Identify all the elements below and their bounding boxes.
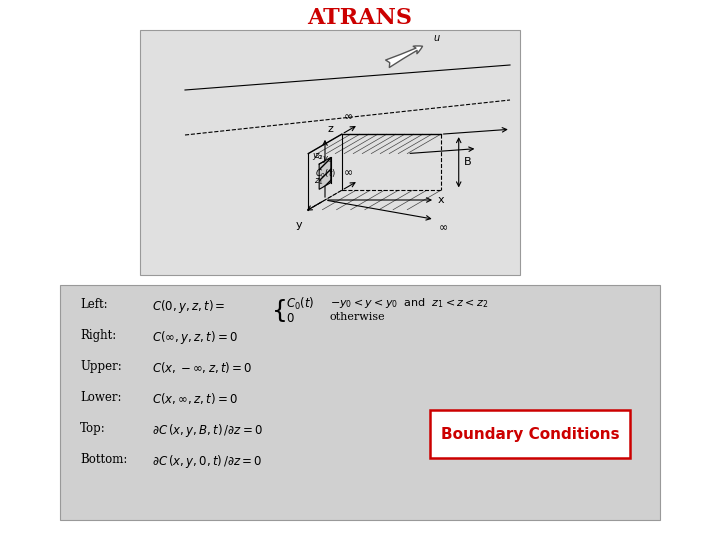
Bar — [140, 30, 520, 275]
Text: y: y — [296, 220, 302, 230]
Text: {: { — [272, 299, 288, 323]
Text: $\infty$: $\infty$ — [343, 167, 354, 178]
Bar — [60, 285, 660, 520]
Text: $z_1$: $z_1$ — [315, 177, 324, 187]
Text: $C(x, -\infty, z, t) = 0$: $C(x, -\infty, z, t) = 0$ — [152, 360, 253, 375]
Text: Top:: Top: — [80, 422, 106, 435]
Text: $\infty$: $\infty$ — [438, 222, 448, 232]
Text: $y_0$: $y_0$ — [322, 154, 333, 165]
Text: $C(x, \infty, z, t) = 0$: $C(x, \infty, z, t) = 0$ — [152, 391, 238, 406]
Text: $C(0, y, z, t) =$: $C(0, y, z, t) =$ — [152, 298, 225, 315]
Text: Right:: Right: — [80, 329, 116, 342]
Text: $\partial C\,(x, y, B, t)\,/\partial z = 0$: $\partial C\,(x, y, B, t)\,/\partial z =… — [152, 422, 264, 439]
Text: $y_0$: $y_0$ — [312, 151, 322, 162]
Text: z: z — [328, 124, 334, 134]
Text: Upper:: Upper: — [80, 360, 122, 373]
Text: Left:: Left: — [80, 298, 107, 311]
Text: Boundary Conditions: Boundary Conditions — [441, 427, 619, 442]
Text: $\infty$: $\infty$ — [343, 112, 354, 122]
Text: $\partial C\,(x, y, 0, t)\,/\partial z = 0$: $\partial C\,(x, y, 0, t)\,/\partial z =… — [152, 453, 263, 470]
Text: $C_0(t)$: $C_0(t)$ — [315, 167, 336, 180]
Text: Lower:: Lower: — [80, 391, 122, 404]
Text: otherwise: otherwise — [330, 312, 386, 322]
Text: B: B — [464, 157, 472, 167]
Text: $C_0(t)$: $C_0(t)$ — [286, 296, 315, 312]
Text: $z_2$: $z_2$ — [315, 152, 324, 162]
Text: $-y_0 < y < y_0$  and  $z_1 < z < z_2$: $-y_0 < y < y_0$ and $z_1 < z < z_2$ — [330, 296, 488, 310]
Polygon shape — [319, 157, 331, 190]
Text: x: x — [438, 195, 444, 205]
Text: Bottom:: Bottom: — [80, 453, 127, 466]
Text: ATRANS: ATRANS — [307, 7, 413, 29]
Bar — [430, 410, 630, 458]
Text: $0$: $0$ — [286, 312, 294, 325]
Text: $C(\infty, y, z, t) = 0$: $C(\infty, y, z, t) = 0$ — [152, 329, 238, 346]
Text: u: u — [433, 33, 439, 43]
